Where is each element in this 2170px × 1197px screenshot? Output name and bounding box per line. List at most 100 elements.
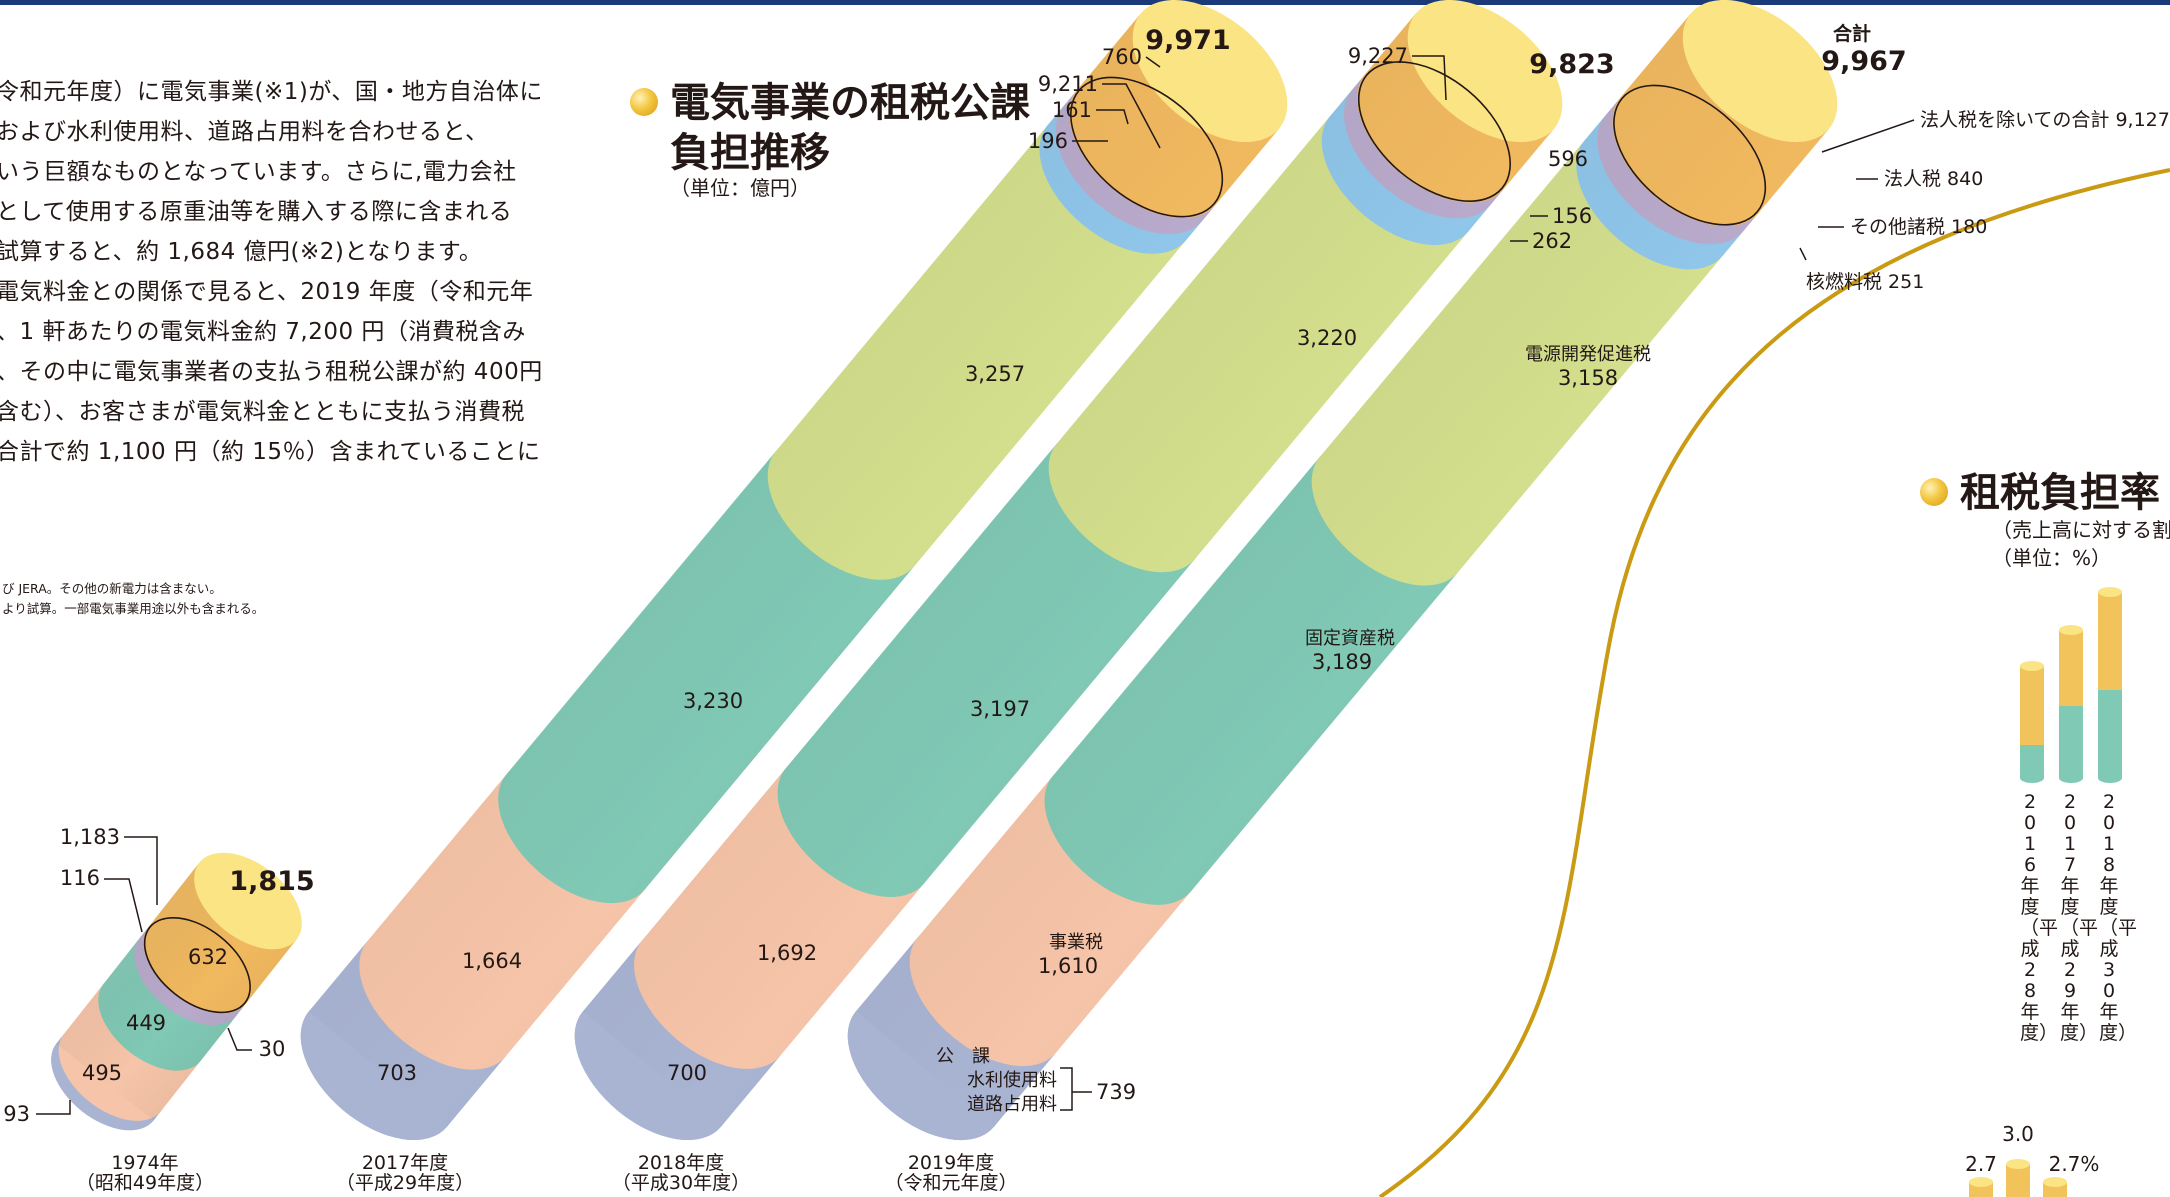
- leader-line: [1096, 109, 1129, 125]
- ratio-bar-lower: [2020, 745, 2044, 778]
- leader-line: [1821, 119, 1915, 153]
- ratio-year-2016: 2016年度（平成28年度）: [2020, 791, 2059, 1044]
- leader-line: [1145, 56, 1161, 68]
- bar-top-cap: [1407, 0, 1563, 143]
- ratio-bar-top: [2059, 625, 2083, 635]
- top-accent-bar: [0, 0, 2170, 5]
- footnote-1: び JERA。その他の新電力は含まない。: [2, 581, 222, 596]
- nenryo-label: 核燃料税 251: [1806, 271, 1924, 293]
- ratio-year-2017: 2017年度（平成29年度）: [2060, 791, 2099, 1044]
- dengen-label: 3,158: [1558, 366, 1618, 390]
- bullet-dot-icon: [630, 88, 658, 116]
- footnotes: び JERA。その他の新電力は含まない。 より試算。一部電気事業用途以外も含まれ…: [2, 579, 264, 619]
- year-label-2017: 2017年度 （平成29年度）: [320, 1153, 490, 1193]
- footnote-2: より試算。一部電気事業用途以外も含まれる。: [2, 601, 265, 616]
- ratio-bar-2: [2059, 625, 2083, 783]
- year-label-sub: （昭和49年度）: [75, 1172, 215, 1194]
- kotei-label: 3,197: [970, 697, 1030, 721]
- year-label-2018: 2018年度 （平成30年度）: [596, 1153, 766, 1193]
- ratio-value-label: 2.7: [1965, 1152, 1997, 1176]
- jigyou-label: 1,610: [1038, 954, 1098, 978]
- kouka-label: 700: [667, 1061, 707, 1085]
- paragraph-line: 含む）、お客さまが電気料金とともに支払う消費税: [0, 399, 525, 425]
- kouka-sub-label: 水利使用料: [967, 1070, 1057, 1091]
- ratio-bar-lower: [2059, 706, 2083, 778]
- ratio-title: 租税負担率: [1960, 470, 2160, 516]
- houjin-label: 760: [1102, 45, 1142, 69]
- total-label: 9,823: [1529, 49, 1614, 80]
- kouka-sub-label: 道路占用料: [967, 1094, 1057, 1115]
- chart-title-line1: 電気事業の租税公課: [670, 80, 1030, 126]
- dengen-name-label: 電源開発促進税: [1525, 344, 1651, 365]
- sonota-label: 156: [1552, 204, 1592, 228]
- paragraph-line: 試算すると、約 1,684 億円(※2)となります。: [0, 239, 483, 265]
- ratio-value-label: 3.0: [2002, 1122, 2034, 1146]
- ratio-bar-upper: [2020, 666, 2044, 745]
- year-label-sub: （平成29年度）: [335, 1172, 475, 1194]
- total-title-label: 合計: [1833, 22, 1871, 45]
- year-label-sub: （平成30年度）: [611, 1172, 751, 1194]
- nenryo-label: 196: [1028, 129, 1068, 153]
- chart-title-line2: 負担推移: [670, 130, 830, 176]
- sonota-label: 161: [1052, 98, 1092, 122]
- houjin-label: 596: [1548, 147, 1588, 171]
- ratio-value-label: 2.7%: [2049, 1152, 2100, 1176]
- paragraph-line: として使用する原重油等を購入する際に含まれる: [0, 199, 513, 225]
- ratio-bar-top: [2098, 587, 2122, 597]
- kouka-label: 93: [3, 1102, 30, 1126]
- kouka-label: 739: [1096, 1080, 1136, 1104]
- kotei-label: 3,189: [1312, 650, 1372, 674]
- ratio-unit: （単位：%）: [1992, 546, 2112, 570]
- bar-2017: [300, 0, 1288, 1141]
- leader-line: [36, 1100, 71, 1115]
- bar-2018: [574, 0, 1563, 1141]
- paragraph-line: 、1 軒あたりの電気料金約 7,200 円（消費税含み: [0, 319, 526, 345]
- leader-line: [227, 1027, 252, 1051]
- ratio-bar-base: [2020, 773, 2044, 783]
- bar-2019: [847, 0, 1838, 1141]
- ratio-year-2018: 2018年度（平成30年度）: [2099, 791, 2138, 1044]
- total-excl-label: 9,227: [1348, 44, 1408, 68]
- bar-shading: [855, 13, 1830, 1127]
- bar-shading: [582, 13, 1555, 1127]
- sonota-label: その他諸税 180: [1850, 216, 1987, 238]
- year-label-2019: 2019年度 （令和元年度）: [866, 1153, 1036, 1193]
- total-excl-label: 9,211: [1038, 72, 1098, 96]
- jigyou-label: 1,664: [462, 949, 522, 973]
- ratio-bar-3: [2098, 587, 2122, 783]
- nenryo-label: 262: [1532, 229, 1572, 253]
- year-label-main: 2018年度: [637, 1152, 725, 1174]
- ratio-bar-1: [2020, 661, 2044, 783]
- houjin-label: 法人税 840: [1884, 168, 1983, 190]
- ratio-bar-base: [2059, 773, 2083, 783]
- jigyou-label: 1,692: [757, 941, 817, 965]
- paragraph-line: 電気料金との関係で見ると、2019 年度（令和元年: [0, 279, 534, 305]
- bar-excl-outline: [1070, 76, 1224, 218]
- bar-excl-outline: [143, 916, 251, 1014]
- paragraph-line: 合計で約 1,100 円（約 15％）含まれていることに: [0, 439, 541, 465]
- dengen-label: 3,220: [1297, 326, 1357, 350]
- kouka-label: 703: [377, 1061, 417, 1085]
- bar-1974: [51, 852, 302, 1131]
- ratio-bar-upper: [2098, 592, 2122, 690]
- paragraph-line: 、その中に電気事業者の支払う租税公課が約 400円: [0, 359, 543, 385]
- ratio-bar-top: [2020, 661, 2044, 671]
- total-label: 9,971: [1145, 25, 1230, 56]
- year-label-sub: （令和元年度）: [884, 1172, 1018, 1194]
- ratio-small-bar-3: [2043, 1177, 2067, 1197]
- year-label-main: 2017年度: [361, 1152, 449, 1174]
- chart-unit: （単位：億円）: [670, 176, 810, 200]
- paragraph-line: および水利使用料、道路占用料を合わせると、: [0, 119, 489, 145]
- total-excl-label: 1,183: [60, 825, 120, 849]
- leader-line: [1412, 55, 1447, 101]
- kotei-label: 449: [126, 1011, 166, 1035]
- total-label: 9,967: [1821, 46, 1906, 77]
- ratio-small-bar-2: [2006, 1159, 2030, 1197]
- paragraph-line: いう巨額なものとなっています。さらに,電力会社: [0, 159, 517, 185]
- year-label-main: 1974年: [111, 1152, 179, 1174]
- jigyou-name-label: 事業税: [1049, 932, 1103, 953]
- total-excl-label: 法人税を除いての合計 9,127: [1920, 109, 2170, 131]
- ratio-bar-base: [2098, 773, 2122, 783]
- total-label: 1,815: [229, 866, 314, 897]
- leader-line: [1102, 83, 1161, 149]
